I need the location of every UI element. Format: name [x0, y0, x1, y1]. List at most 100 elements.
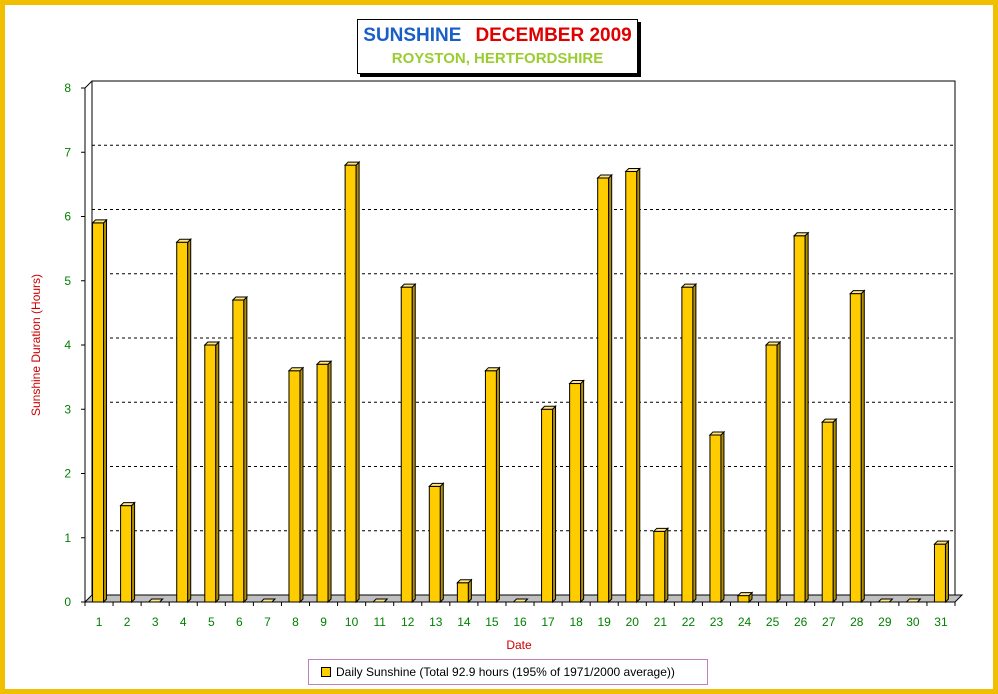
- bar-front: [456, 582, 469, 603]
- bar: [540, 405, 557, 604]
- bar-front: [933, 543, 946, 603]
- x-tick-label: 22: [682, 615, 696, 629]
- bar-top: [624, 168, 641, 173]
- bar-front: [737, 595, 750, 603]
- bar: [849, 289, 866, 604]
- x-tick-label: 7: [264, 615, 271, 629]
- bar-side: [187, 237, 192, 604]
- bar-side: [215, 340, 220, 604]
- bar: [764, 340, 782, 604]
- x-tick-label: 21: [654, 615, 668, 629]
- bar-top: [456, 579, 473, 584]
- bar-top: [680, 283, 698, 288]
- bar-side: [664, 527, 669, 604]
- bar-top: [568, 380, 585, 385]
- chart-title-box: SUNSHINE DECEMBER 2009 ROYSTON, HERTFORDS…: [357, 19, 638, 74]
- bar-front: [344, 164, 357, 603]
- bar-top: [175, 238, 192, 243]
- bar-front: [232, 299, 245, 603]
- bar-side: [131, 501, 136, 604]
- bar: [231, 295, 249, 604]
- bar-front: [316, 363, 329, 603]
- bar-side: [467, 578, 472, 604]
- chart-title-month: DECEMBER 2009: [475, 25, 632, 46]
- bar-top: [91, 219, 108, 224]
- bar-top: [905, 598, 922, 603]
- x-tick-label: 27: [822, 615, 836, 629]
- bar-front: [569, 383, 582, 603]
- bar: [905, 598, 922, 603]
- bar: [877, 598, 894, 603]
- x-tick-label: 8: [292, 615, 299, 629]
- bar: [456, 578, 473, 604]
- bar-top: [736, 592, 754, 597]
- x-tick-label: 20: [626, 615, 640, 629]
- bar-side: [776, 340, 781, 604]
- bar-side: [495, 366, 500, 604]
- bar-top: [792, 232, 810, 237]
- x-tick-label: 9: [320, 615, 327, 629]
- bar-front: [484, 370, 497, 603]
- bar-top: [652, 527, 670, 532]
- y-axis-depth: [84, 80, 93, 89]
- legend-label: Daily Sunshine (Total 92.9 hours (195% o…: [336, 665, 675, 679]
- bar-front: [821, 421, 834, 603]
- x-tick-label: 5: [208, 615, 215, 629]
- y-tick-label: 7: [64, 145, 71, 159]
- x-tick-label: 24: [738, 615, 752, 629]
- x-tick-label: 19: [598, 615, 612, 629]
- bar-side: [243, 295, 248, 604]
- bar-top: [596, 174, 613, 179]
- bar: [652, 527, 670, 604]
- bar: [596, 173, 613, 604]
- bar-top: [708, 431, 726, 436]
- bar-front: [204, 344, 217, 603]
- bar-top: [484, 367, 501, 372]
- bar: [203, 340, 220, 604]
- bar: [400, 282, 417, 604]
- y-tick-label: 8: [64, 81, 71, 95]
- bar-front: [653, 530, 666, 603]
- x-tick-label: 14: [457, 615, 471, 629]
- bar-side: [944, 539, 949, 604]
- x-tick-label: 13: [429, 615, 443, 629]
- x-tick-label: 4: [180, 615, 187, 629]
- bar-top: [287, 367, 305, 372]
- y-tick-label: 4: [64, 338, 71, 352]
- bar-top: [512, 598, 529, 603]
- y-tick-label: 5: [64, 274, 71, 288]
- bar: [119, 501, 136, 604]
- bar-top: [343, 161, 361, 166]
- bar-front: [793, 235, 806, 603]
- bar: [91, 218, 108, 604]
- bar: [259, 598, 277, 603]
- bar: [343, 160, 361, 604]
- y-tick-label: 0: [64, 595, 71, 609]
- bar-side: [299, 366, 304, 604]
- bar-side: [580, 379, 585, 604]
- x-tick-label: 10: [345, 615, 359, 629]
- bar-top: [821, 418, 838, 423]
- x-tick-label: 26: [794, 615, 808, 629]
- bar-side: [860, 289, 865, 604]
- bar: [428, 482, 445, 604]
- bar-top: [315, 360, 333, 365]
- bar-front: [288, 370, 301, 603]
- bar: [175, 237, 192, 604]
- bar-side: [439, 482, 444, 604]
- x-tick-label: 30: [906, 615, 920, 629]
- bar-side: [327, 360, 332, 604]
- x-tick-label: 1: [96, 615, 103, 629]
- bar-front: [597, 177, 610, 603]
- x-tick-label: 11: [373, 615, 386, 629]
- y-tick-label: 6: [64, 210, 71, 224]
- bar: [680, 282, 698, 604]
- bar-top: [849, 290, 866, 295]
- bar-side: [832, 417, 837, 604]
- bar-front: [765, 344, 778, 603]
- bar-front: [849, 293, 862, 603]
- bar-front: [681, 286, 694, 603]
